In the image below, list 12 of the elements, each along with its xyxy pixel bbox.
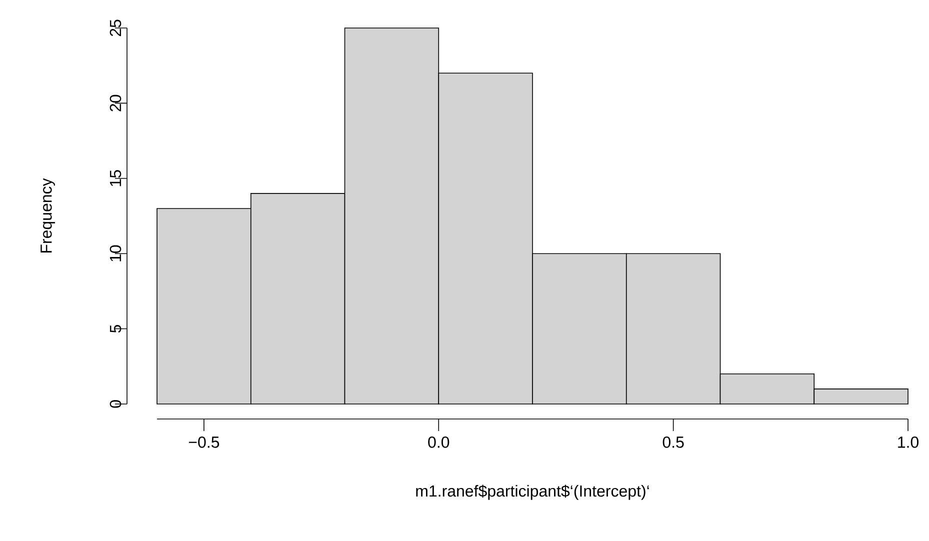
- x-tick-label: 0.5: [662, 436, 684, 448]
- y-tick-label: 10: [110, 245, 122, 262]
- x-tick-label: −0.5: [188, 436, 220, 448]
- y-axis-title: Frequency: [40, 178, 55, 252]
- y-tick-label: 25: [110, 20, 122, 36]
- y-tick-label: 15: [110, 170, 122, 186]
- y-tick-label: 20: [110, 94, 122, 112]
- x-tick-label: 0.0: [428, 436, 450, 448]
- x-tick-label: 1.0: [898, 436, 919, 448]
- y-tick-label: 5: [110, 325, 122, 333]
- y-tick-label: 0: [110, 400, 122, 408]
- x-axis-title: m1.ranef$participant$‘(Intercept)‘: [416, 484, 649, 500]
